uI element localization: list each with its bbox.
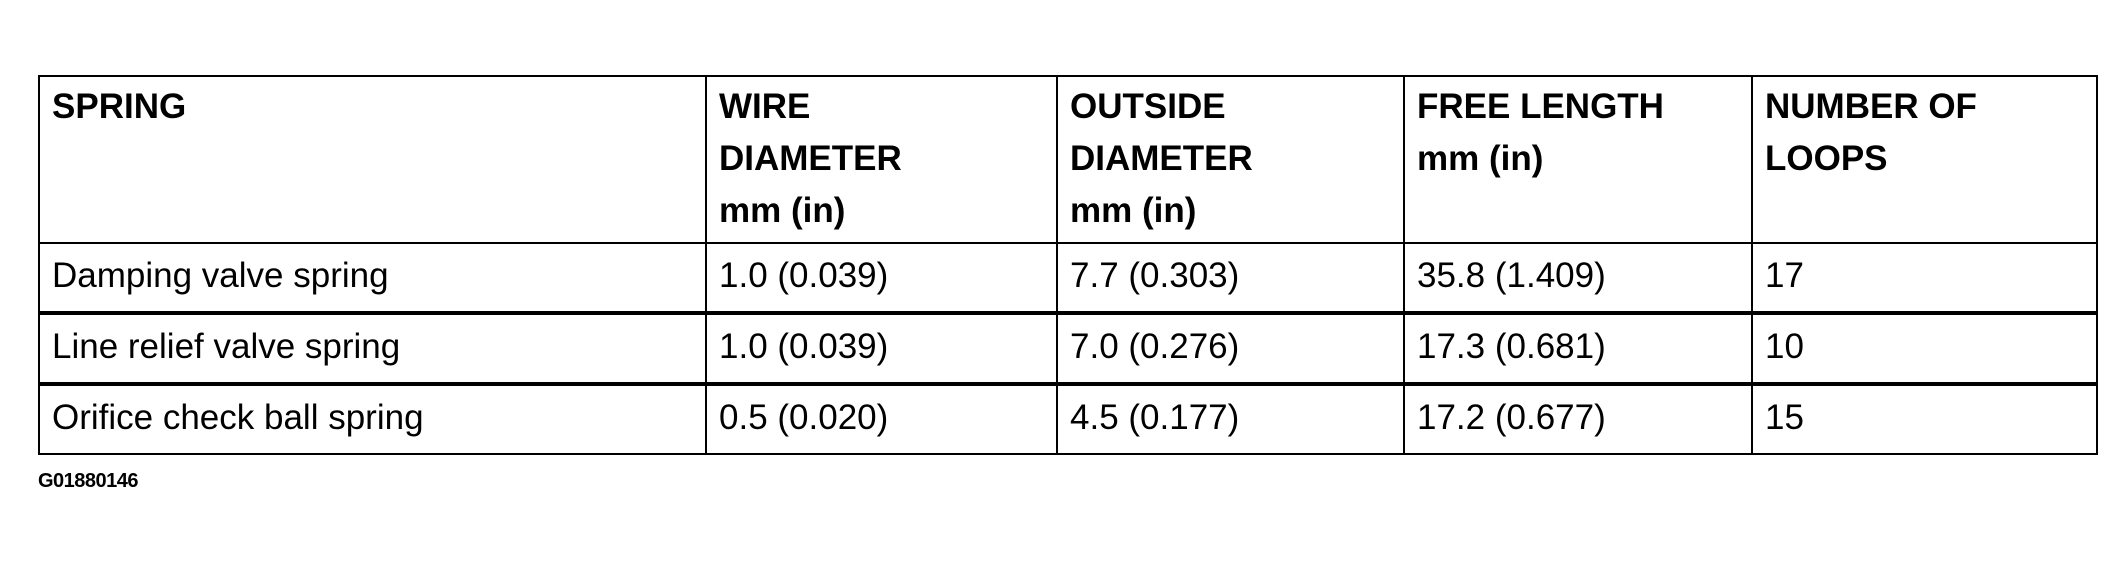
table-row: Damping valve spring 1.0 (0.039) 7.7 (0.30… <box>38 242 2098 314</box>
table-row: Line relief valve spring 1.0 (0.039) 7.0 (… <box>38 311 2098 385</box>
table-row: Orifice check ball spring 0.5 (0.020) 4.5 … <box>38 382 2098 455</box>
cell-wire-diameter: 1.0 (0.039) <box>705 311 1058 385</box>
spring-specifications-table: SPRING WIRE DIAMETER mm (in) OUTSIDE DIAMETER… <box>38 75 2098 455</box>
cell-outside-diameter: 7.7 (0.303) <box>1056 242 1405 314</box>
header-line: DIAMETER <box>1070 139 1253 178</box>
cell-number-of-loops: 15 <box>1751 382 2098 455</box>
header-row: SPRING WIRE DIAMETER mm (in) OUTSIDE DIAMETER… <box>38 75 2098 244</box>
header-line: LOOPS <box>1765 139 1888 178</box>
header-line: mm (in) <box>1070 191 1197 230</box>
header-line: NUMBER OF <box>1765 87 1977 126</box>
cell-spring: Line relief valve spring <box>38 311 707 385</box>
header-free-length: FREE LENGTH mm (in) <box>1403 75 1753 244</box>
header-number-of-loops: NUMBER OF LOOPS <box>1751 75 2098 244</box>
cell-number-of-loops: 17 <box>1751 242 2098 314</box>
header-line: WIRE <box>719 87 811 126</box>
figure-id: G01880146 <box>38 470 139 492</box>
header-wire-diameter: WIRE DIAMETER mm (in) <box>705 75 1058 244</box>
cell-spring: Orifice check ball spring <box>38 382 707 455</box>
cell-outside-diameter: 4.5 (0.177) <box>1056 382 1405 455</box>
header-line: SPRING <box>52 87 187 126</box>
cell-free-length: 35.8 (1.409) <box>1403 242 1753 314</box>
header-line: OUTSIDE <box>1070 87 1226 126</box>
header-spring: SPRING <box>38 75 707 244</box>
cell-wire-diameter: 1.0 (0.039) <box>705 242 1058 314</box>
header-line: DIAMETER <box>719 139 902 178</box>
cell-spring: Damping valve spring <box>38 242 707 314</box>
header-line: FREE LENGTH <box>1417 87 1664 126</box>
header-outside-diameter: OUTSIDE DIAMETER mm (in) <box>1056 75 1405 244</box>
header-line: mm (in) <box>1417 139 1544 178</box>
header-line: mm (in) <box>719 191 846 230</box>
cell-number-of-loops: 10 <box>1751 311 2098 385</box>
cell-free-length: 17.2 (0.677) <box>1403 382 1753 455</box>
cell-outside-diameter: 7.0 (0.276) <box>1056 311 1405 385</box>
cell-free-length: 17.3 (0.681) <box>1403 311 1753 385</box>
cell-wire-diameter: 0.5 (0.020) <box>705 382 1058 455</box>
